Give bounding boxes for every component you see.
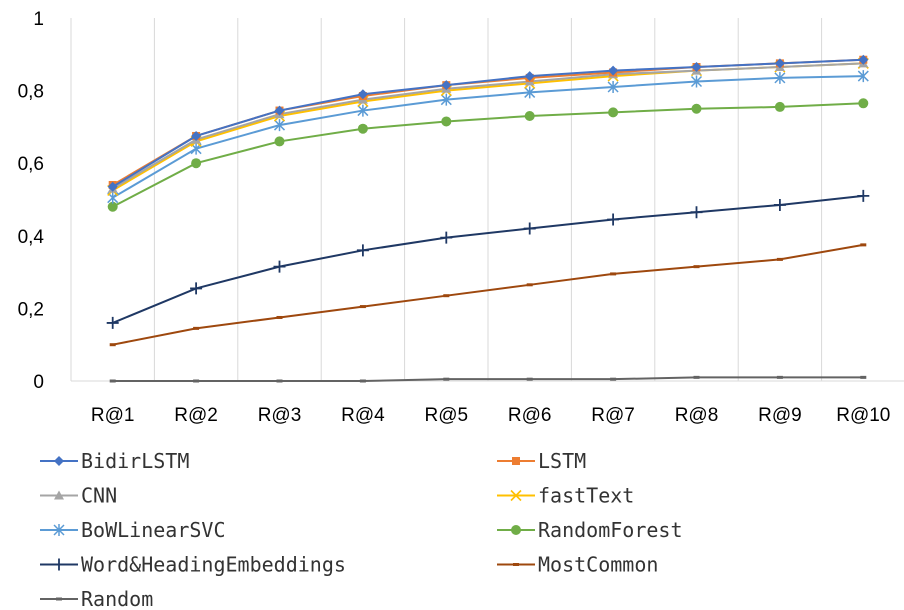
legend-item: Random <box>40 587 153 610</box>
y-tick-label: 0 <box>33 372 44 393</box>
legend-item: LSTM <box>497 449 586 473</box>
series-line <box>112 243 864 346</box>
data-point <box>356 244 369 257</box>
data-point <box>440 93 452 106</box>
series-word-headingembeddings <box>106 189 870 329</box>
data-point <box>691 103 702 114</box>
series-line <box>112 62 864 190</box>
legend-item: CNN <box>40 484 117 508</box>
legend-marker <box>512 457 520 465</box>
series-bidirlstm <box>107 54 869 192</box>
data-point <box>608 107 619 118</box>
x-tick-label: R@7 <box>591 405 635 426</box>
data-point <box>441 80 452 91</box>
data-point <box>608 65 619 76</box>
data-point <box>690 206 703 219</box>
legend-label: Word&HeadingEmbeddings <box>81 553 346 577</box>
legend-marker <box>54 456 64 466</box>
data-point <box>191 158 202 169</box>
data-point <box>774 71 786 84</box>
data-point <box>607 213 620 226</box>
y-tick-label: 0,4 <box>18 227 45 248</box>
data-point <box>523 222 536 235</box>
data-point <box>273 260 286 273</box>
data-point <box>357 123 368 134</box>
x-tick-label: R@1 <box>91 405 135 426</box>
legend-marker <box>54 490 64 500</box>
data-point <box>357 89 368 100</box>
data-point <box>441 116 452 127</box>
legend-label: MostCommon <box>538 553 658 577</box>
legend-item: RandomForest <box>497 518 683 542</box>
data-point <box>858 98 869 109</box>
data-point <box>691 62 702 73</box>
legend-item: BoWLinearSVC <box>40 518 226 542</box>
data-point <box>440 231 453 244</box>
x-tick-label: R@6 <box>508 405 552 426</box>
legend-marker <box>53 558 65 571</box>
legend-label: LSTM <box>538 449 586 473</box>
y-tick-label: 1 <box>33 9 44 30</box>
x-tick-label: R@10 <box>836 405 890 426</box>
data-point <box>107 201 118 212</box>
data-point <box>524 86 536 99</box>
data-point <box>690 75 703 88</box>
data-point <box>106 316 119 329</box>
legend-label: fastText <box>538 484 634 508</box>
series-line <box>112 194 864 324</box>
data-point <box>191 130 202 141</box>
data-point <box>274 136 285 147</box>
series-line <box>112 75 864 199</box>
data-point <box>773 198 786 211</box>
y-axis-tick-labels: 0 0,2 0,4 0,6 0,8 1 <box>18 9 45 393</box>
x-tick-label: R@4 <box>341 405 385 426</box>
legend-label: BoWLinearSVC <box>81 518 226 542</box>
data-point <box>607 80 619 93</box>
x-tick-label: R@9 <box>758 405 802 426</box>
y-tick-label: 0,2 <box>18 299 44 320</box>
legend-item: MostCommon <box>497 553 658 577</box>
data-point <box>273 119 286 132</box>
data-point <box>774 58 785 69</box>
legend-label: RandomForest <box>538 518 683 542</box>
legend-marker <box>511 525 521 535</box>
x-tick-label: R@5 <box>425 405 469 426</box>
legend-item: BidirLSTM <box>40 449 189 473</box>
data-point <box>107 181 118 192</box>
legend-item: Word&HeadingEmbeddings <box>40 553 346 577</box>
data-point <box>774 101 785 112</box>
series-randomforest <box>107 98 869 212</box>
legend: BidirLSTM LSTM CNN fastText BoWLinearSVC Rand… <box>40 449 683 610</box>
x-tick-label: R@3 <box>258 405 302 426</box>
legend-item: fastText <box>497 484 634 508</box>
data-point <box>857 189 870 202</box>
legend-label: Random <box>81 587 153 610</box>
data-point <box>524 71 535 82</box>
series-group <box>106 54 870 383</box>
legend-label: CNN <box>81 484 117 508</box>
series-line <box>112 376 864 382</box>
data-point <box>857 70 869 83</box>
y-tick-label: 0,8 <box>18 82 44 103</box>
x-axis-tick-labels: R@1 R@2 R@3 R@4 R@5 R@6 R@7 R@8 R@9 R@10 <box>91 405 890 426</box>
series-line <box>112 58 864 188</box>
data-point <box>524 111 535 122</box>
series-line <box>112 102 864 208</box>
series-mostcommon <box>109 243 867 347</box>
legend-marker <box>53 524 65 536</box>
y-tick-label: 0,6 <box>18 154 44 175</box>
data-point <box>357 104 369 117</box>
data-point <box>274 105 285 116</box>
x-tick-label: R@2 <box>174 405 218 426</box>
series-random <box>109 375 867 383</box>
legend-label: BidirLSTM <box>81 449 189 473</box>
x-tick-label: R@8 <box>675 405 719 426</box>
legend-marker <box>510 489 522 502</box>
data-point <box>190 282 203 295</box>
data-point <box>858 54 869 65</box>
